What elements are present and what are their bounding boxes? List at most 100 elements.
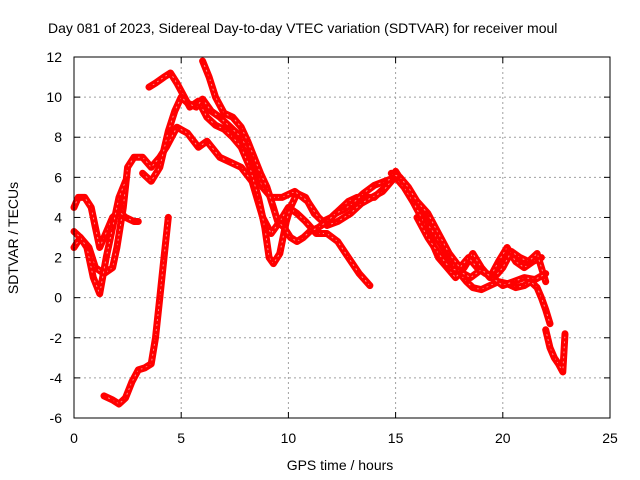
data-point	[255, 194, 262, 201]
data-point	[238, 164, 245, 171]
satellite-trace-12	[542, 326, 569, 376]
data-point	[193, 104, 200, 111]
data-point	[274, 218, 281, 225]
data-point	[139, 170, 146, 177]
data-point	[195, 144, 202, 151]
data-point	[414, 214, 421, 221]
data-point	[489, 274, 496, 281]
satellite-trace-8-marker-texture	[395, 170, 551, 325]
data-point	[276, 250, 283, 257]
data-point	[323, 230, 330, 237]
data-point	[293, 210, 300, 217]
data-point	[113, 244, 120, 251]
data-point	[128, 378, 135, 385]
y-tick-label: 4	[54, 209, 62, 225]
axis-ticks: 0 5 10 15 20 25 -6 -4 -2 0 2 4 6 8 10 12	[46, 49, 618, 446]
data-point	[161, 74, 168, 81]
data-point	[478, 286, 485, 293]
data-point	[561, 330, 568, 337]
data-point	[203, 114, 210, 121]
data-point	[278, 194, 285, 201]
data-point	[516, 254, 523, 261]
data-point	[199, 58, 206, 65]
data-point	[542, 326, 549, 333]
data-point	[184, 100, 191, 107]
data-point	[270, 204, 277, 211]
data-point	[216, 154, 223, 161]
data-point	[287, 234, 294, 241]
data-point	[525, 258, 532, 265]
data-point	[555, 360, 562, 367]
data-point	[152, 334, 159, 341]
data-point	[148, 360, 155, 367]
x-tick-label: 10	[281, 430, 297, 446]
data-point	[334, 238, 341, 245]
data-point	[122, 394, 129, 401]
data-point	[92, 224, 99, 231]
data-point	[96, 244, 103, 251]
x-tick-label: 15	[388, 430, 404, 446]
data-point	[178, 88, 185, 95]
data-point	[216, 114, 223, 121]
data-point	[323, 218, 330, 225]
data-point	[120, 204, 127, 211]
y-tick-label: 8	[54, 129, 62, 145]
data-point	[221, 126, 228, 133]
data-point	[469, 250, 476, 257]
data-point	[281, 224, 288, 231]
data-point	[521, 274, 528, 281]
data-point	[83, 244, 90, 251]
data-point	[452, 274, 459, 281]
data-point	[304, 198, 311, 205]
data-point	[101, 392, 108, 399]
data-point	[499, 264, 506, 271]
data-point	[135, 366, 142, 373]
data-point	[332, 210, 339, 217]
data-point	[75, 194, 82, 201]
satellite-trace-8	[392, 167, 554, 328]
x-tick-label: 0	[70, 430, 78, 446]
y-tick-label: -2	[50, 330, 63, 346]
data-point	[538, 294, 545, 301]
data-point	[122, 178, 129, 185]
data-point	[341, 206, 348, 213]
data-point	[152, 80, 159, 87]
data-point	[512, 258, 519, 265]
x-axis-label: GPS time / hours	[287, 457, 394, 473]
y-tick-label: 2	[54, 250, 62, 266]
data-point	[287, 204, 294, 211]
data-point	[424, 210, 431, 217]
data-point	[446, 250, 453, 257]
x-tick-label: 20	[495, 430, 511, 446]
data-point	[156, 164, 163, 171]
satellite-trace-9-marker-texture	[395, 176, 542, 279]
satellite-trace-2-marker-texture	[148, 72, 397, 265]
data-point	[293, 238, 300, 245]
data-point	[396, 174, 403, 181]
y-tick-label: -4	[50, 370, 63, 386]
data-point	[534, 250, 541, 257]
data-point	[244, 138, 251, 145]
satellite-trace-12-marker-texture	[545, 329, 566, 373]
data-point	[238, 124, 245, 131]
data-point	[405, 184, 412, 191]
chart-title: Day 081 of 2023, Sidereal Day-to-day VTE…	[48, 20, 557, 36]
data-point	[135, 218, 142, 225]
data-point	[478, 266, 485, 273]
data-point	[291, 188, 298, 195]
data-point	[109, 224, 116, 231]
plot-border	[73, 56, 611, 419]
data-point	[334, 218, 341, 225]
data-point	[131, 154, 138, 161]
data-point	[512, 284, 519, 291]
data-point	[165, 128, 172, 135]
data-point	[446, 264, 453, 271]
data-point	[559, 368, 566, 375]
data-point	[495, 258, 502, 265]
data-point	[546, 344, 553, 351]
data-point	[251, 154, 258, 161]
data-point	[463, 278, 470, 285]
data-point	[358, 200, 365, 207]
data-point	[96, 290, 103, 297]
